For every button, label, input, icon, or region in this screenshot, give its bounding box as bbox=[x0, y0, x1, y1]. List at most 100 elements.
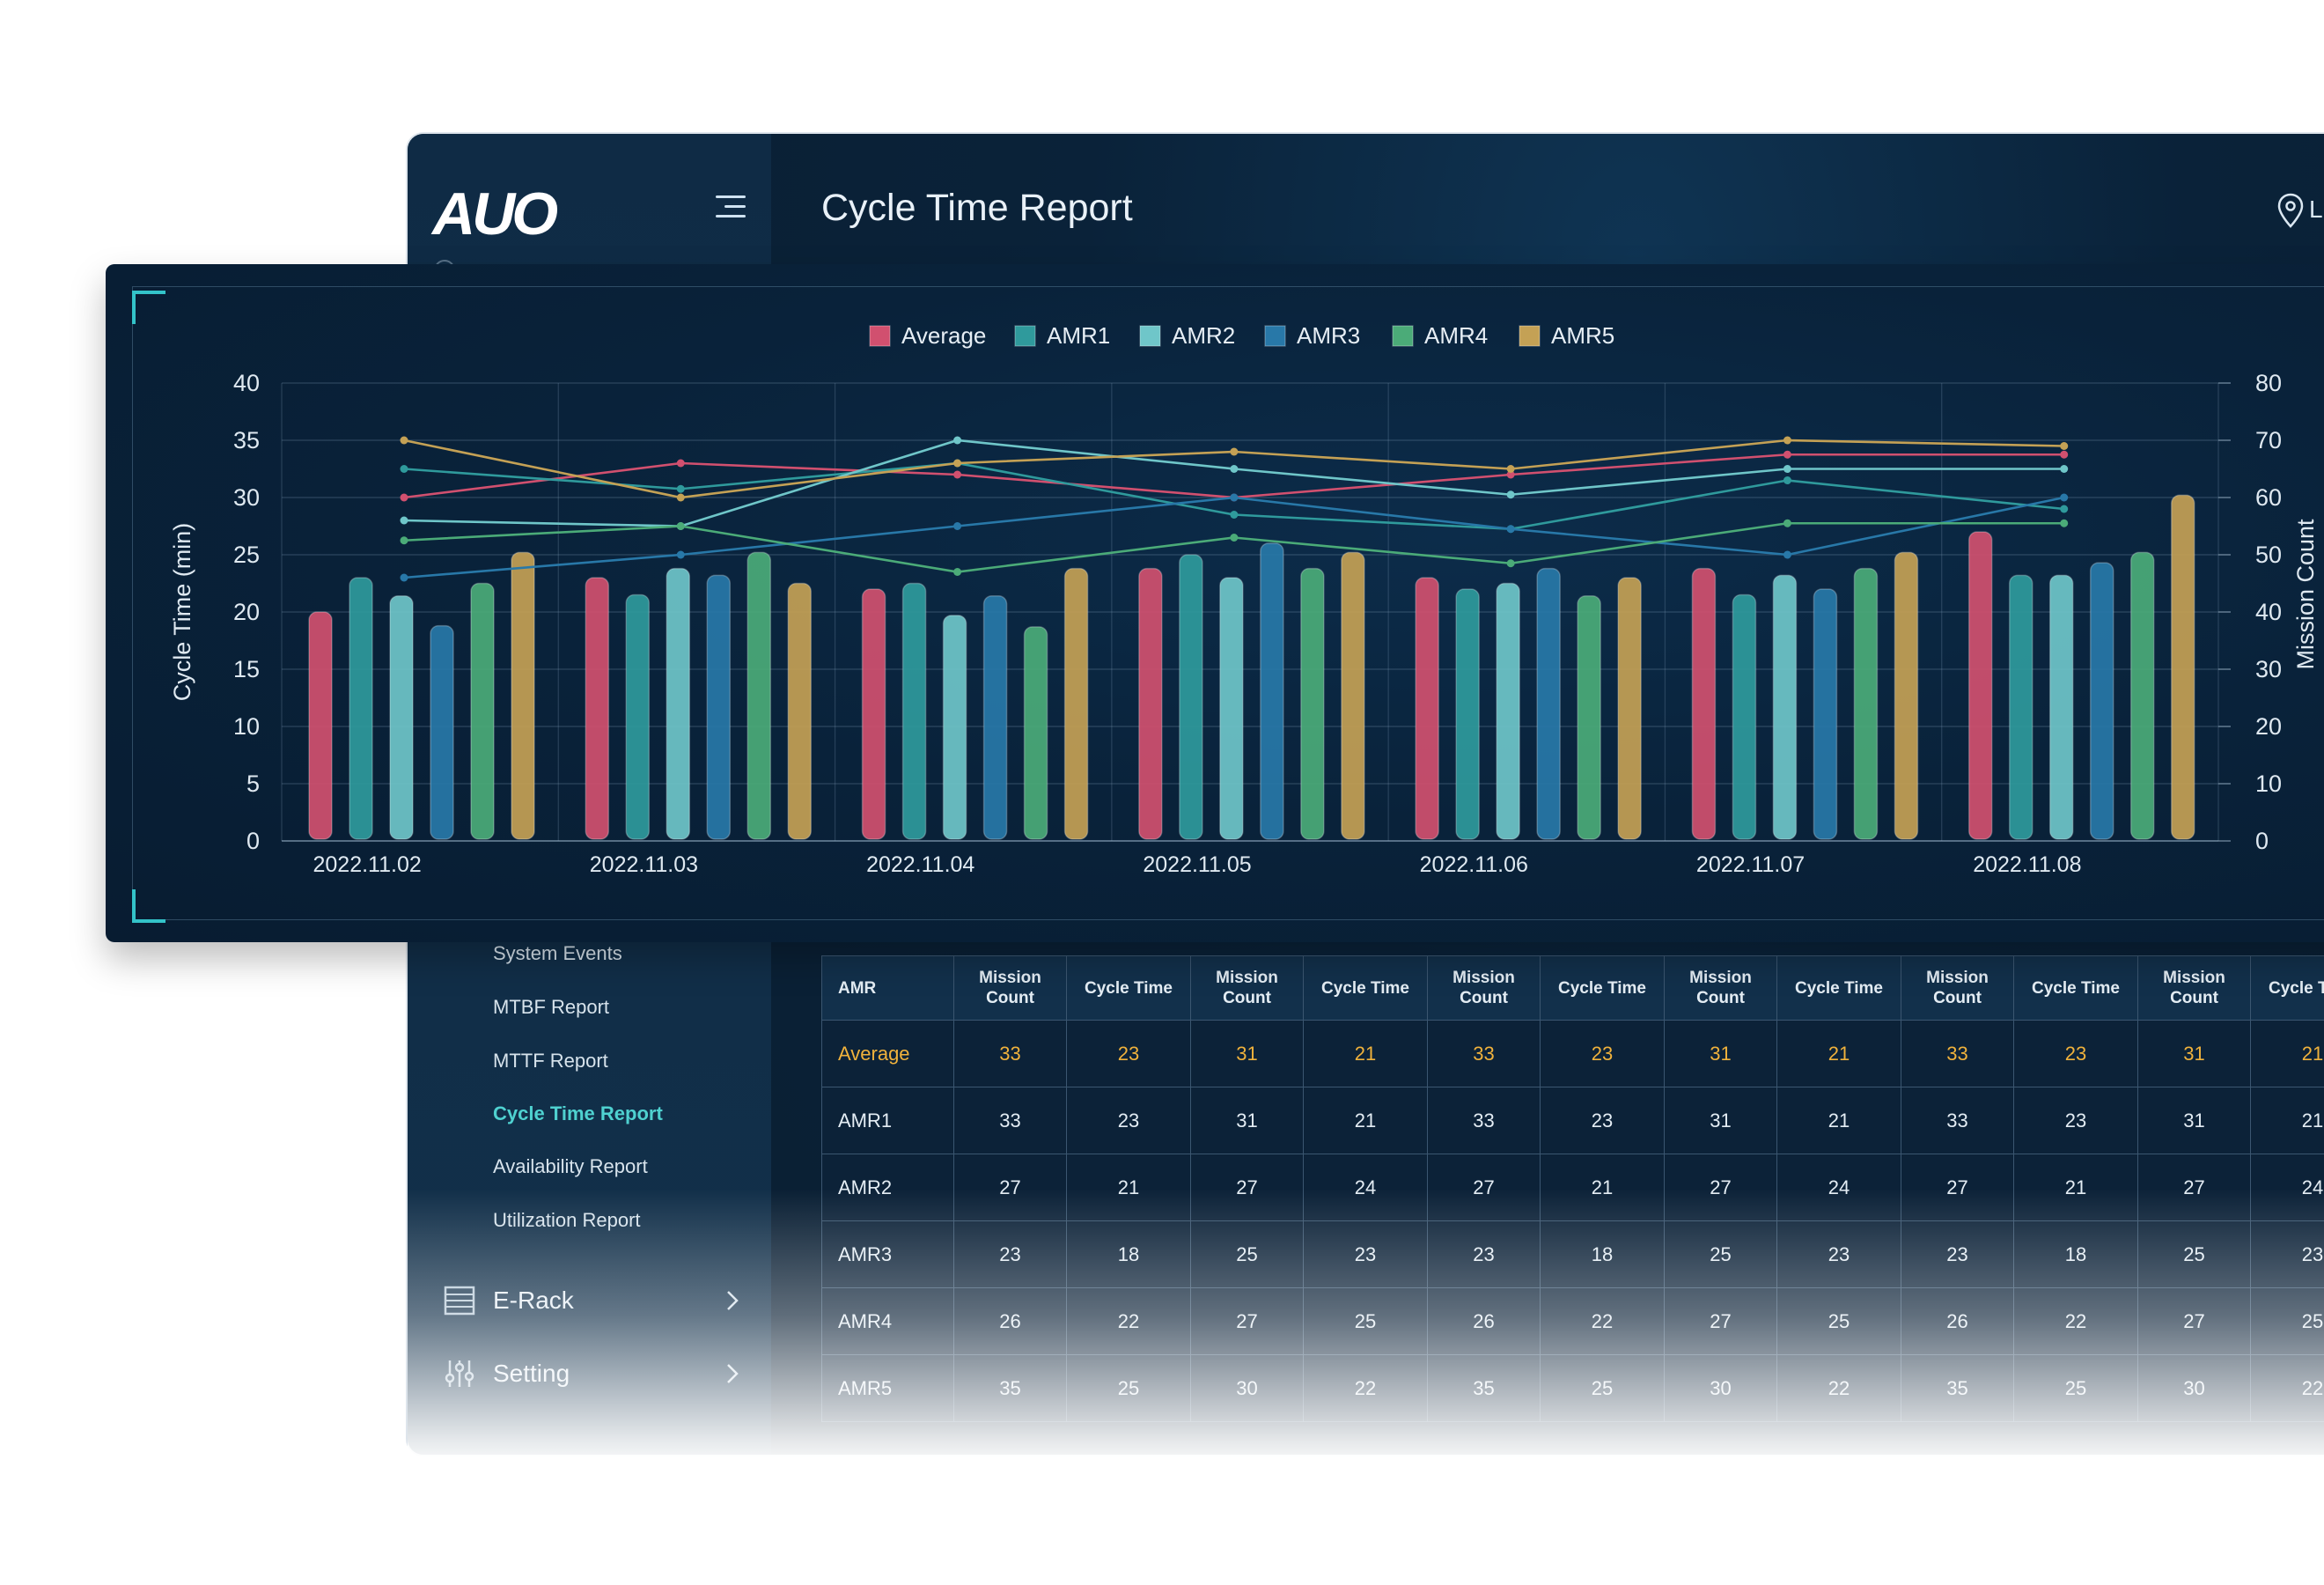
table-cell: 30 bbox=[1190, 1354, 1304, 1422]
point-amr1 bbox=[2060, 505, 2069, 513]
sidebar-item-cycle-time-report[interactable]: Cycle Time Report bbox=[493, 1102, 663, 1124]
nav-group-label: E-Rack bbox=[493, 1286, 574, 1314]
point-amr1 bbox=[676, 484, 685, 493]
point-amr5 bbox=[953, 459, 962, 468]
point-amr5 bbox=[1783, 436, 1791, 445]
brand-logo: AUO bbox=[432, 181, 558, 247]
column-header: Mission Count bbox=[2137, 955, 2251, 1021]
sidebar-item-mtbf-report[interactable]: MTBF Report bbox=[493, 996, 610, 1018]
table-cell: 21 bbox=[1776, 1020, 1901, 1087]
table-cell: 21 bbox=[2250, 1020, 2324, 1087]
point-amr4 bbox=[1506, 559, 1515, 568]
cycle-time-table: AMR Mission Count Cycle Time Mission Count C… bbox=[821, 955, 2324, 1422]
sidebar-item-mttf-report[interactable]: MTTF Report bbox=[493, 1050, 608, 1072]
bar-amr4 bbox=[1853, 567, 1879, 840]
nav-group-e-rack[interactable]: E-Rack bbox=[443, 1279, 742, 1323]
table-cell: 31 bbox=[2137, 1020, 2251, 1087]
sliders-icon bbox=[445, 1360, 474, 1387]
point-amr4 bbox=[1230, 534, 1239, 542]
bar-amr1 bbox=[1732, 593, 1757, 840]
y-tick-label: 10 bbox=[233, 713, 260, 740]
table-cell: 27 bbox=[1427, 1154, 1541, 1221]
sidebar-item-system-events[interactable]: System Events bbox=[493, 942, 622, 964]
legend-swatch bbox=[869, 325, 891, 347]
bar-amr4 bbox=[470, 582, 495, 840]
column-header: Mission Count bbox=[1664, 955, 1777, 1021]
table-cell: 27 bbox=[1190, 1287, 1304, 1355]
bar-amr2 bbox=[1772, 574, 1798, 840]
table-cell: 23 bbox=[1540, 1020, 1665, 1087]
bar-amr1 bbox=[1179, 554, 1203, 840]
y-axis-title: Cycle Time (min) bbox=[169, 523, 195, 702]
table-cell: 26 bbox=[1427, 1287, 1541, 1355]
frame-corner-accent bbox=[132, 889, 165, 923]
legend-label: AMR3 bbox=[1297, 322, 1360, 349]
x-tick-label: 2022.11.08 bbox=[1973, 852, 2081, 877]
y-tick-label: 15 bbox=[233, 656, 260, 682]
point-amr1 bbox=[1230, 511, 1239, 519]
legend-swatch bbox=[1014, 325, 1036, 347]
location-label[interactable]: L bbox=[2309, 195, 2323, 223]
sidebar-item-availability-report[interactable]: Availability Report bbox=[493, 1155, 648, 1177]
table-cell: 33 bbox=[1427, 1020, 1541, 1087]
legend-label: AMR1 bbox=[1047, 322, 1110, 349]
menu-toggle-icon[interactable] bbox=[716, 194, 746, 220]
table-cell: 18 bbox=[1066, 1220, 1191, 1288]
nav-group-setting[interactable]: Setting bbox=[443, 1352, 742, 1396]
point-amr2 bbox=[953, 436, 962, 445]
table-cell: 21 bbox=[2250, 1087, 2324, 1154]
row-label-cell: Average bbox=[821, 1020, 954, 1087]
point-average bbox=[953, 470, 962, 479]
table-cell: 26 bbox=[953, 1287, 1067, 1355]
point-average bbox=[400, 493, 408, 502]
table-cell: 23 bbox=[1776, 1220, 1901, 1288]
table-cell: 25 bbox=[1664, 1220, 1777, 1288]
table-cell: 25 bbox=[1303, 1287, 1428, 1355]
column-header: Mission Count bbox=[953, 955, 1067, 1021]
point-amr3 bbox=[2060, 493, 2069, 502]
bar-amr4 bbox=[1023, 626, 1048, 840]
bar-amr3 bbox=[1813, 588, 1838, 840]
table-cell: 30 bbox=[2137, 1354, 2251, 1422]
table-cell: 23 bbox=[1066, 1087, 1191, 1154]
table-body: Average 33 23 31 21 33 23 31 21 33 23 31 21 AMR1 33 23 3… bbox=[821, 1020, 2324, 1422]
table-cell: 21 bbox=[1066, 1154, 1191, 1221]
table-cell: 21 bbox=[1540, 1154, 1665, 1221]
table-cell: 33 bbox=[1901, 1020, 2014, 1087]
bar-amr1 bbox=[901, 582, 927, 840]
row-label-cell: AMR5 bbox=[821, 1354, 954, 1422]
point-amr3 bbox=[1783, 550, 1791, 559]
x-tick-label: 2022.11.02 bbox=[313, 852, 422, 877]
point-amr2 bbox=[1783, 465, 1791, 473]
table-cell: 25 bbox=[2250, 1287, 2324, 1355]
bar-average bbox=[1691, 567, 1717, 840]
bar-average bbox=[861, 588, 886, 840]
legend-label: AMR2 bbox=[1172, 322, 1235, 349]
bar-amr3 bbox=[430, 624, 454, 840]
point-amr3 bbox=[1506, 525, 1515, 534]
y-tick-label: 35 bbox=[233, 427, 260, 453]
x-tick-label: 2022.11.05 bbox=[1143, 852, 1251, 877]
table-cell: 22 bbox=[1540, 1287, 1665, 1355]
y-tick-label: 40 bbox=[233, 370, 260, 396]
point-amr5 bbox=[1230, 447, 1239, 456]
bar-amr1 bbox=[2008, 574, 2034, 840]
table-cell: 23 bbox=[1540, 1087, 1665, 1154]
rack-icon bbox=[444, 1286, 475, 1316]
column-header: Cycle Time bbox=[1776, 955, 1901, 1021]
row-label-cell: AMR1 bbox=[821, 1087, 954, 1154]
column-header: Mission Count bbox=[1190, 955, 1304, 1021]
table-cell: 21 bbox=[1303, 1087, 1428, 1154]
legend-swatch bbox=[1392, 325, 1414, 347]
bar-amr4 bbox=[1300, 567, 1325, 840]
point-amr4 bbox=[1783, 519, 1791, 527]
location-pin-icon[interactable] bbox=[2276, 192, 2306, 229]
column-header: Mission Count bbox=[1901, 955, 2014, 1021]
table-cell: 23 bbox=[2250, 1220, 2324, 1288]
table-row: AMR1 33 23 31 21 33 23 31 21 33 23 31 21 bbox=[821, 1087, 2324, 1154]
table-cell: 27 bbox=[1901, 1154, 2014, 1221]
sidebar-item-utilization-report[interactable]: Utilization Report bbox=[493, 1209, 641, 1231]
legend-label: AMR4 bbox=[1424, 322, 1488, 349]
column-header: Cycle Time bbox=[2250, 955, 2324, 1021]
point-amr2 bbox=[400, 516, 408, 525]
